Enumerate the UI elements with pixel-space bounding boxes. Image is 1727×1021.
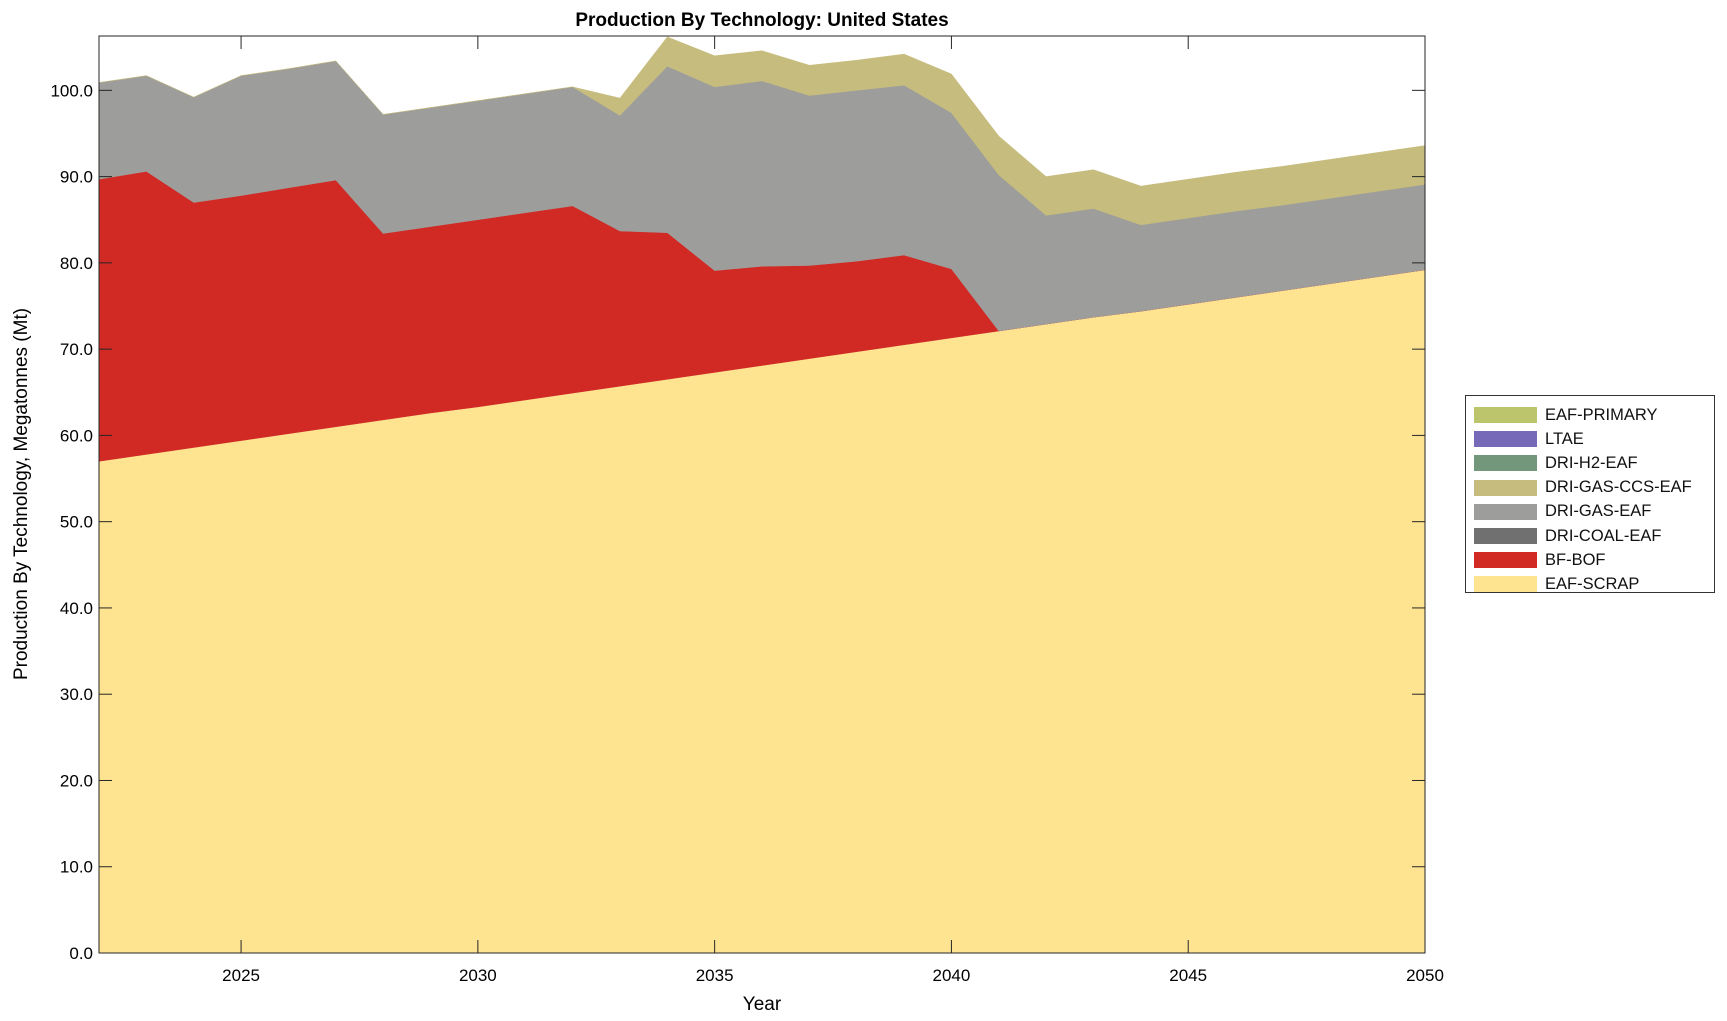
legend-label: LTAE <box>1545 429 1584 448</box>
plot-frame <box>98 35 1426 954</box>
legend-label: BF-BOF <box>1545 550 1606 569</box>
legend-label: EAF-SCRAP <box>1545 574 1640 593</box>
y-tick-label: 10.0 <box>60 858 93 877</box>
legend-swatch <box>1474 576 1537 593</box>
y-tick-label: 40.0 <box>60 599 93 618</box>
legend-swatch <box>1474 455 1537 472</box>
legend-swatch <box>1474 503 1537 520</box>
y-tick-label: 30.0 <box>60 685 93 704</box>
y-axis-label: Production By Technology, Megatonnes (Mt… <box>11 308 32 680</box>
legend-swatch <box>1474 528 1537 545</box>
legend-item-dri-gas-ccs-eaf: DRI-GAS-CCS-EAF <box>1474 476 1714 500</box>
legend-label: DRI-H2-EAF <box>1545 453 1638 472</box>
x-axis-label: Year <box>743 994 782 1015</box>
legend-label: EAF-PRIMARY <box>1545 405 1658 424</box>
y-tick-label: 80.0 <box>60 254 93 273</box>
x-tick-label: 2035 <box>696 966 734 985</box>
chart-title: Production By Technology: United States <box>575 10 948 31</box>
x-tick-label: 2025 <box>222 966 260 985</box>
legend-swatch <box>1474 431 1537 448</box>
axes: 0.0 10.0 20.0 30.0 40.0 50.0 60.0 70.0 80.0 90.0 1… <box>50 35 1444 985</box>
legend-swatch <box>1474 479 1537 496</box>
x-tick-label: 2040 <box>933 966 971 985</box>
x-tick-label: 2050 <box>1406 966 1444 985</box>
legend-item-dri-gas-eaf: DRI-GAS-EAF <box>1474 500 1714 524</box>
x-tick-label: 2045 <box>1169 966 1207 985</box>
y-tick-label: 70.0 <box>60 340 93 359</box>
legend-swatch <box>1474 407 1537 424</box>
area-layers <box>98 36 1426 954</box>
legend-item-bf-bof: BF-BOF <box>1474 548 1714 572</box>
legend-item-ltae: LTAE <box>1474 427 1714 451</box>
y-tick-label: 50.0 <box>60 513 93 532</box>
y-tick-label: 0.0 <box>69 944 93 963</box>
legend-swatch <box>1474 552 1537 569</box>
y-tick-label: 60.0 <box>60 426 93 445</box>
y-tick-label: 20.0 <box>60 771 93 790</box>
legend-label: DRI-COAL-EAF <box>1545 526 1662 545</box>
legend-item-dri-coal-eaf: DRI-COAL-EAF <box>1474 524 1714 548</box>
legend-item-eaf-scrap: EAF-SCRAP <box>1474 572 1714 596</box>
x-tick-label: 2030 <box>459 966 497 985</box>
legend-label: DRI-GAS-CCS-EAF <box>1545 478 1692 497</box>
legend: EAF-PRIMARY LTAE DRI-H2-EAF DRI-GAS-CCS-EAF… <box>1465 395 1715 593</box>
legend-label: DRI-GAS-EAF <box>1545 502 1652 521</box>
legend-item-dri-h2-eaf: DRI-H2-EAF <box>1474 451 1714 475</box>
legend-item-eaf-primary: EAF-PRIMARY <box>1474 403 1714 427</box>
y-tick-label: 100.0 <box>50 81 93 100</box>
y-tick-label: 90.0 <box>60 168 93 187</box>
